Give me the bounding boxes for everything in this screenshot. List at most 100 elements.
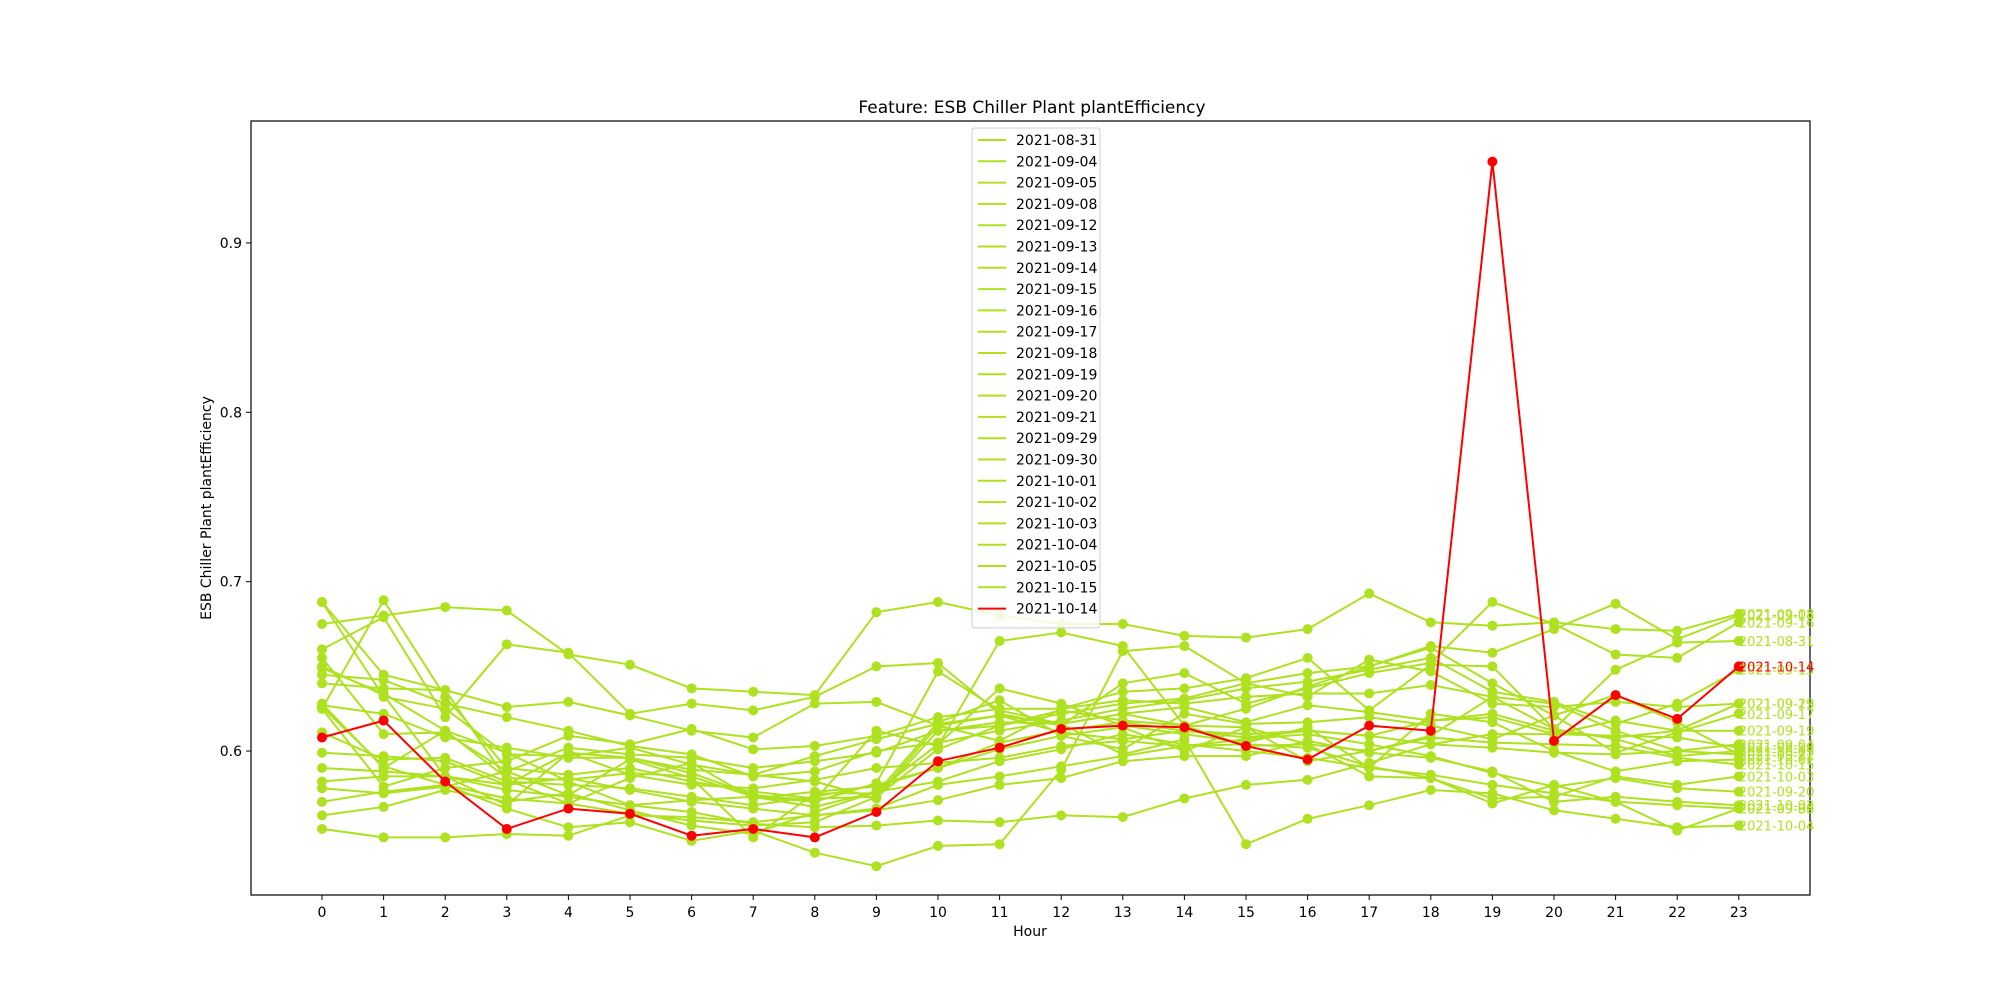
data-point: [748, 803, 759, 814]
end-label: 2021-09-13: [1739, 698, 1815, 713]
x-tick-label: 16: [1299, 905, 1317, 921]
data-point: [1425, 784, 1436, 795]
data-point: [317, 678, 327, 689]
data-point: [1179, 630, 1190, 641]
data-point: [317, 652, 327, 663]
data-point: [1302, 813, 1313, 824]
data-point: [501, 800, 512, 811]
data-point: [1733, 698, 1744, 709]
data-point: [1179, 793, 1190, 804]
legend-item: 2021-10-02: [978, 495, 1097, 511]
data-point: [1487, 779, 1498, 790]
data-point: [1364, 688, 1375, 699]
x-tick-label: 23: [1730, 905, 1748, 921]
data-point: [1425, 679, 1436, 690]
x-tick-label: 11: [991, 905, 1009, 921]
data-point: [748, 769, 759, 780]
end-label: 2021-10-02: [1739, 799, 1815, 814]
data-point: [1117, 735, 1128, 746]
legend-label: 2021-09-15: [1016, 282, 1097, 298]
data-point: [1672, 822, 1683, 833]
data-point: [933, 779, 943, 790]
data-point: [686, 795, 697, 806]
data-point: [440, 712, 451, 723]
legend-item: 2021-09-19: [978, 367, 1097, 383]
data-point: [871, 746, 882, 757]
data-point: [317, 747, 327, 758]
data-point: [809, 817, 820, 828]
series-line: [321, 733, 1739, 829]
data-point: [809, 766, 820, 777]
data-point: [501, 702, 512, 713]
data-point: [440, 756, 451, 767]
series-2021-10-14: [317, 156, 1744, 843]
legend-item: 2021-10-04: [978, 538, 1097, 554]
end-label: 2021-10-15: [1739, 759, 1815, 774]
data-point: [1425, 725, 1436, 736]
legend-label: 2021-09-12: [1016, 218, 1097, 234]
x-axis: 0 1 2 3 4 5 6 7 8 9 10 11 12 13 14 15 16 17 18 19 20 21 22 23: [318, 895, 1748, 921]
x-tick-label: 2: [441, 905, 450, 921]
data-point: [625, 800, 635, 811]
series-2021-09-13: [317, 652, 1744, 777]
data-point: [1487, 691, 1498, 702]
data-point: [501, 766, 512, 777]
end-label: 2021-09-12: [1739, 748, 1815, 763]
data-point: [563, 774, 574, 785]
data-point: [686, 698, 697, 709]
end-label: 2021-09-17: [1739, 708, 1815, 723]
data-point: [1672, 625, 1683, 636]
series-2021-10-05: [317, 691, 1744, 843]
data-point: [1487, 156, 1498, 167]
data-point: [1425, 752, 1436, 763]
data-point: [933, 666, 943, 677]
data-point: [1549, 805, 1559, 816]
data-point: [378, 801, 389, 812]
legend-label: 2021-09-17: [1016, 325, 1097, 341]
end-label: 2021-09-29: [1739, 698, 1815, 713]
x-tick-label: 7: [749, 905, 758, 921]
legend-item: 2021-10-01: [978, 474, 1097, 490]
data-point: [1302, 739, 1313, 750]
data-point: [317, 661, 327, 672]
data-point: [1364, 654, 1375, 665]
data-point: [1610, 740, 1621, 751]
legend-item: 2021-09-21: [978, 410, 1097, 426]
data-point: [809, 774, 820, 785]
series-2021-10-15: [317, 627, 1744, 811]
legend-item: 2021-09-30: [978, 453, 1097, 469]
data-point: [440, 602, 451, 613]
data-point: [1425, 708, 1436, 719]
data-point: [1549, 619, 1559, 630]
data-point: [933, 756, 943, 767]
data-point: [748, 732, 759, 743]
legend-item: 2021-09-05: [978, 176, 1097, 192]
data-point: [1302, 754, 1313, 765]
data-point: [1487, 596, 1498, 607]
end-label: 2021-09-05: [1739, 803, 1815, 818]
data-point: [501, 712, 512, 723]
y-tick-label: 0.6: [220, 744, 242, 760]
end-label: 2021-09-14: [1739, 610, 1815, 625]
data-point: [501, 605, 512, 616]
data-point: [1364, 771, 1375, 782]
data-point: [871, 696, 882, 707]
data-point: [1733, 820, 1744, 831]
series-line: [321, 739, 1739, 839]
data-point: [748, 705, 759, 716]
y-axis-title: ESB Chiller Plant plantEfficiency: [199, 396, 215, 620]
data-point: [1241, 722, 1251, 733]
data-point: [809, 691, 820, 702]
data-point: [1302, 668, 1313, 679]
data-point: [1179, 734, 1190, 745]
data-point: [686, 683, 697, 694]
data-point: [994, 817, 1005, 828]
data-point: [378, 690, 389, 701]
data-point: [1117, 641, 1128, 652]
data-point: [501, 779, 512, 790]
end-label: 2021-10-03: [1739, 770, 1815, 785]
data-point: [563, 747, 574, 758]
x-tick-label: 1: [379, 905, 388, 921]
